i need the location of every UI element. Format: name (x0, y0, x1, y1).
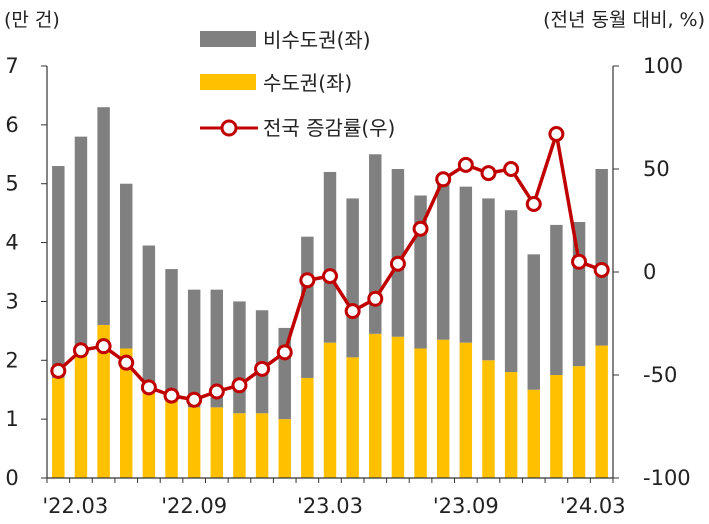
right-tick-label: 50 (643, 157, 670, 181)
growth-point (210, 385, 223, 398)
growth-point (346, 305, 359, 318)
growth-point (301, 274, 314, 287)
bar-capital (211, 407, 223, 478)
legend-swatch-capital (200, 74, 256, 90)
bar-non-capital (369, 154, 381, 334)
bar-capital (278, 419, 290, 478)
bar-capital (52, 378, 64, 478)
growth-point (278, 346, 291, 359)
left-axis-unit: (만 건) (4, 9, 60, 31)
x-tick-label: '23.03 (297, 494, 363, 518)
left-tick-label: 1 (5, 407, 18, 431)
bar-non-capital (120, 184, 132, 349)
growth-point (233, 379, 246, 392)
bar-capital (528, 390, 540, 478)
left-tick-label: 7 (5, 54, 18, 78)
bar-non-capital (75, 137, 87, 355)
growth-point (459, 158, 472, 171)
growth-point (97, 340, 110, 353)
growth-point (52, 364, 65, 377)
left-tick-label: 5 (5, 172, 18, 196)
growth-point (369, 292, 382, 305)
bar-capital (437, 340, 449, 478)
bar-non-capital (143, 246, 155, 390)
bar-capital (595, 346, 607, 478)
bar-capital (573, 366, 585, 478)
growth-point (391, 257, 404, 270)
growth-point (120, 356, 133, 369)
bar-non-capital (233, 301, 245, 413)
chart: (만 건) (전년 동월 대비, %) 비수도권(좌) 수도권(좌) 전국 증감… (0, 0, 709, 524)
bar-non-capital (460, 187, 472, 343)
growth-point (595, 263, 608, 276)
legend-label-growth: 전국 증감률(우) (263, 116, 395, 140)
bar-capital (143, 390, 155, 478)
bar-non-capital (392, 169, 404, 337)
bar-non-capital (505, 210, 517, 372)
bar-non-capital (550, 225, 562, 375)
bar-non-capital (528, 254, 540, 389)
growth-point (324, 270, 337, 283)
left-tick-label: 3 (5, 289, 18, 313)
right-tick-label: -50 (643, 363, 677, 387)
x-tick-label: '22.09 (161, 494, 227, 518)
growth-point (165, 389, 178, 402)
bar-capital (324, 343, 336, 478)
legend: 비수도권(좌) 수도권(좌) 전국 증감률(우) (200, 28, 395, 140)
x-tick-label: '23.09 (433, 494, 499, 518)
growth-point (573, 255, 586, 268)
bar-capital (165, 401, 177, 478)
bar-capital (369, 334, 381, 478)
growth-point (482, 167, 495, 180)
left-tick-label: 2 (5, 348, 18, 372)
x-tick-label: '22.03 (42, 494, 108, 518)
right-axis-unit: (전년 동월 대비, %) (543, 9, 705, 31)
bar-capital (346, 357, 358, 478)
legend-swatch-non-capital (200, 31, 256, 47)
bar-capital (460, 343, 472, 478)
bar-non-capital (97, 107, 109, 325)
bar-non-capital (346, 198, 358, 357)
bar-non-capital (188, 290, 200, 408)
left-tick-label: 6 (5, 113, 18, 137)
growth-point (527, 198, 540, 211)
bar-non-capital (437, 184, 449, 340)
growth-point (505, 163, 518, 176)
bar-capital (392, 337, 404, 478)
bar-capital (482, 360, 494, 478)
growth-point (142, 381, 155, 394)
growth-point (414, 222, 427, 235)
bar-capital (188, 407, 200, 478)
bar-non-capital (595, 169, 607, 346)
bar-non-capital (324, 172, 336, 343)
bar-capital (256, 413, 268, 478)
x-tick-label: '24.03 (560, 494, 626, 518)
bar-capital (301, 378, 313, 478)
bar-capital (550, 375, 562, 478)
left-tick-label: 4 (5, 231, 18, 255)
growth-point (256, 362, 269, 375)
growth-point (437, 173, 450, 186)
right-tick-label: 0 (643, 260, 656, 284)
bar-capital (75, 354, 87, 478)
legend-label-capital: 수도권(좌) (263, 71, 352, 95)
growth-point (188, 393, 201, 406)
bar-non-capital (301, 237, 313, 378)
growth-point (550, 127, 563, 140)
legend-label-non-capital: 비수도권(좌) (263, 28, 371, 52)
bar-capital (414, 349, 426, 478)
bar-capital (505, 372, 517, 478)
growth-point (74, 344, 87, 357)
bar-non-capital (165, 269, 177, 401)
right-tick-label: -100 (643, 466, 691, 490)
left-tick-label: 0 (5, 466, 18, 490)
bar-capital (233, 413, 245, 478)
bar-non-capital (52, 166, 64, 378)
bar-non-capital (482, 198, 494, 360)
legend-marker-growth (222, 121, 236, 135)
right-tick-label: 100 (643, 54, 683, 78)
